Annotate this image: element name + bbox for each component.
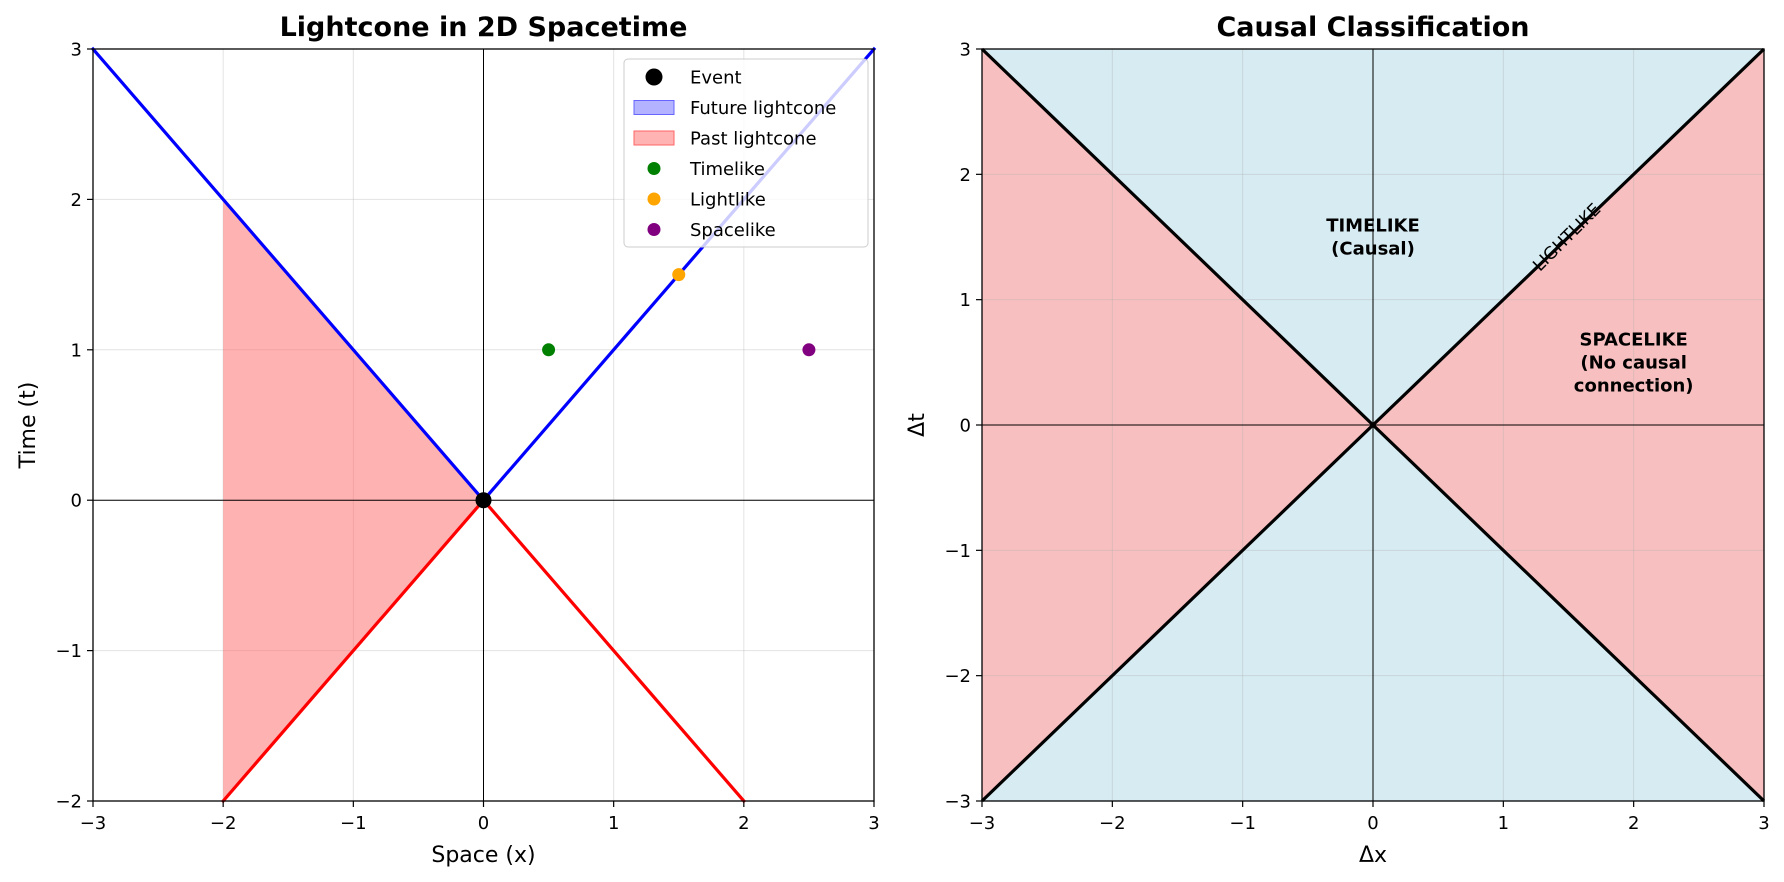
y-tick-label: 3: [71, 40, 82, 61]
legend-marker: [647, 192, 661, 206]
spacelike-annotation: SPACELIKE (No causal connection): [1574, 329, 1694, 396]
chart-title: Causal Classification: [1216, 12, 1529, 43]
future-lightcone-line: [90, 46, 486, 503]
annotation-line: connection): [1574, 375, 1694, 396]
timelike-annotation: TIMELIKE (Causal): [1326, 216, 1420, 260]
past-lightcone-line: [220, 497, 486, 804]
event-point: [475, 492, 492, 509]
x-tick-label: −3: [80, 813, 107, 834]
legend-swatch: [633, 100, 675, 115]
x-tick-label: 2: [738, 813, 749, 834]
y-tick-label: 0: [960, 416, 971, 437]
x-tick-label: 1: [608, 813, 619, 834]
legend-label: Event: [690, 68, 742, 89]
legend-label: Past lightcone: [690, 129, 817, 150]
x-tick-label: −1: [340, 813, 367, 834]
x-tick-label: −2: [1099, 813, 1126, 834]
y-axis-ticks: −2 −1 0 1 2 3: [55, 40, 93, 813]
y-tick-label: −2: [55, 792, 82, 813]
x-tick-label: 0: [478, 813, 489, 834]
legend-label: Lightlike: [690, 190, 766, 211]
x-axis-ticks: −3 −2 −1 0 1 2 3: [969, 801, 1770, 834]
x-tick-label: −3: [969, 813, 996, 834]
timelike-point: [542, 343, 556, 357]
x-tick-label: 1: [1498, 813, 1509, 834]
legend-label: Timelike: [689, 159, 765, 180]
event-points: [475, 268, 816, 509]
y-axis-ticks: −3 −2 −1 0 1 2 3: [944, 40, 982, 813]
causal-classification-chart: −3 −2 −1 0 1 2 3 −3 −2 −1 0 1 2 3 TIMELIKE (Causal) SP…: [905, 12, 1770, 868]
y-tick-label: −1: [55, 641, 82, 662]
annotation-line: (Causal): [1331, 239, 1415, 260]
y-tick-label: −3: [944, 792, 971, 813]
y-tick-label: 2: [71, 190, 82, 211]
y-tick-label: −2: [944, 666, 971, 687]
y-tick-label: 1: [960, 290, 971, 311]
y-tick-label: 3: [960, 40, 971, 61]
annotation-line: (No causal: [1580, 352, 1687, 373]
legend-box: [623, 58, 869, 248]
y-tick-label: 0: [71, 491, 82, 512]
lightlike-point: [672, 268, 686, 282]
legend-label: Future lightcone: [690, 98, 836, 119]
x-tick-label: 3: [868, 813, 879, 834]
x-tick-label: −2: [210, 813, 237, 834]
y-axis-label: Time (t): [16, 382, 41, 470]
annotation-line: TIMELIKE: [1326, 216, 1420, 237]
region-annotations: TIMELIKE (Causal) SPACELIKE (No causal conne…: [1326, 216, 1693, 397]
chart-title: Lightcone in 2D Spacetime: [280, 12, 688, 43]
x-tick-label: 0: [1367, 813, 1378, 834]
y-axis-label: Δt: [905, 413, 930, 437]
x-axis-label: Space (x): [431, 843, 535, 868]
lightcone-diagonals: [980, 47, 1766, 803]
legend: Event Future lightcone Past lightcone Timel…: [623, 58, 869, 248]
y-tick-label: 2: [960, 165, 971, 186]
x-tick-label: 2: [1628, 813, 1639, 834]
annotation-line: SPACELIKE: [1579, 329, 1687, 350]
legend-marker: [647, 223, 661, 236]
legend-swatch: [633, 130, 675, 146]
y-tick-label: −1: [944, 541, 971, 562]
legend-label: Spacelike: [690, 220, 776, 241]
lightlike-line-negative: [980, 47, 1766, 803]
x-tick-label: −1: [1229, 813, 1256, 834]
spacelike-point: [802, 343, 816, 357]
x-tick-label: 3: [1758, 813, 1769, 834]
legend-marker: [645, 68, 663, 86]
legend-marker: [647, 162, 661, 175]
y-tick-label: 1: [71, 340, 82, 361]
x-axis-label: Δx: [1359, 843, 1387, 868]
past-lightcone-line: [481, 497, 747, 804]
x-axis-ticks: −3 −2 −1 0 1 2 3: [80, 801, 880, 834]
